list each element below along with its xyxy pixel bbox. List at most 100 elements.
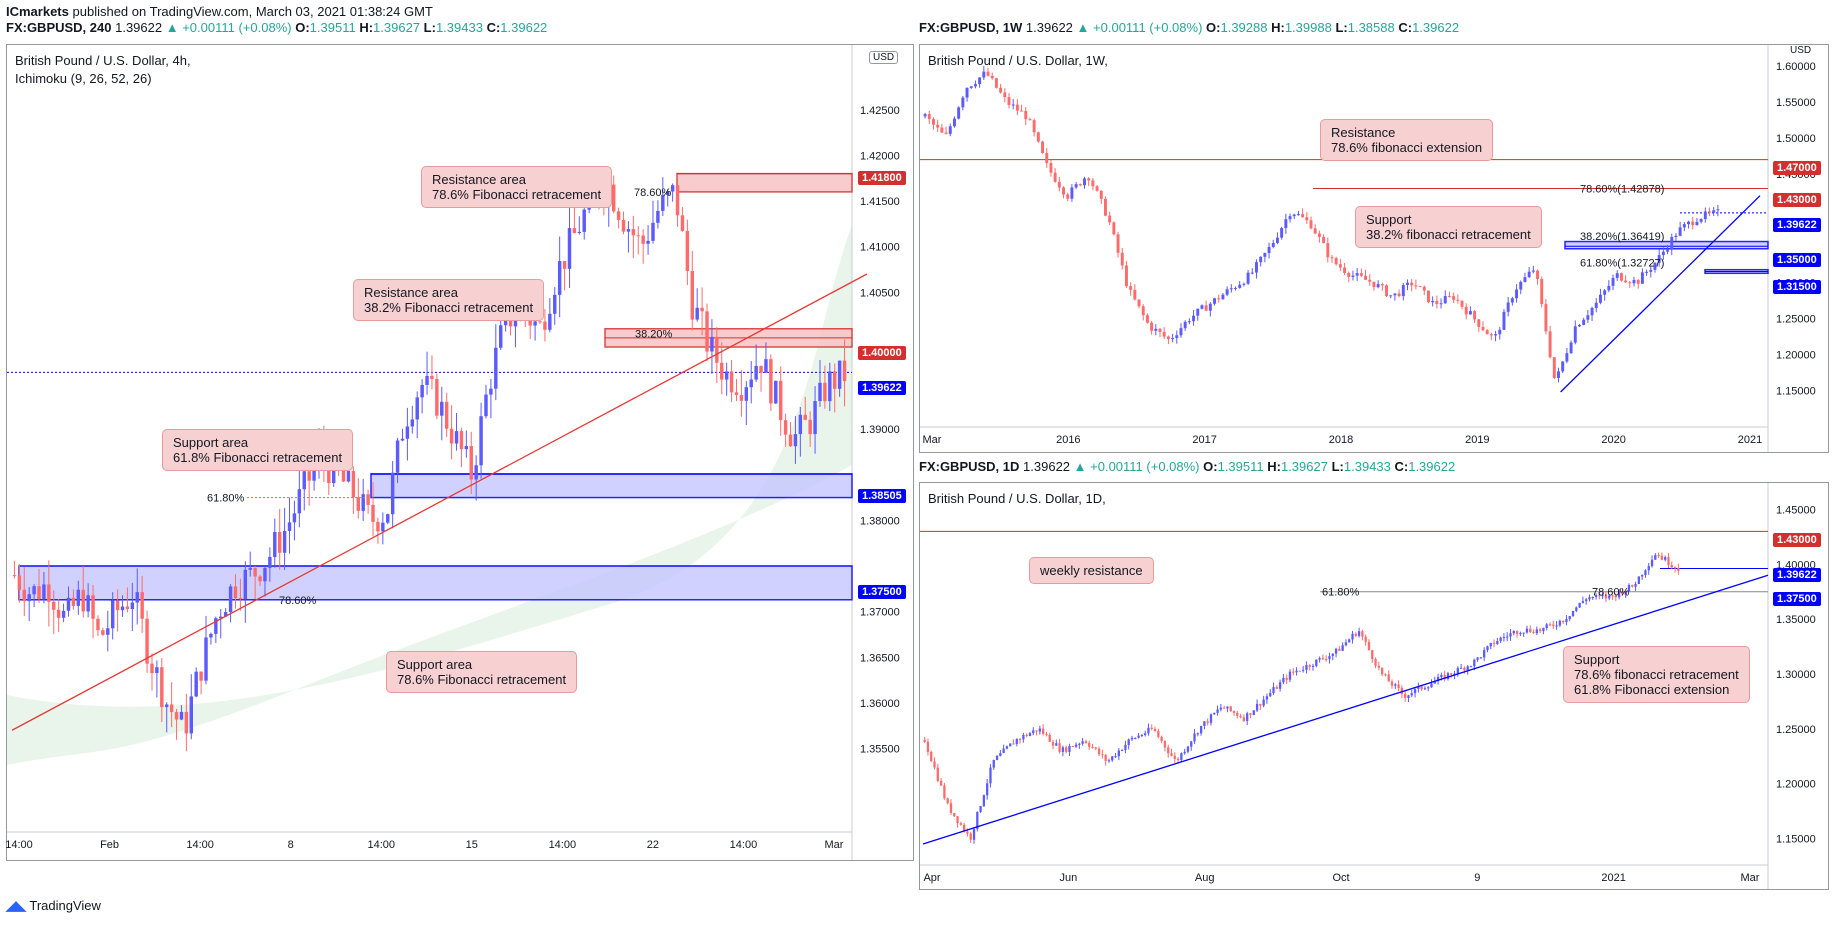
candle-body: [52, 601, 56, 610]
candle-body: [199, 671, 203, 681]
candle-body: [1695, 221, 1699, 225]
fib-label-786: 78.60%(1.42878): [1580, 184, 1664, 196]
candle-body: [1410, 693, 1413, 696]
author-name[interactable]: ICmarkets: [6, 4, 69, 19]
candle-body: [17, 575, 22, 590]
c-label: C:: [1398, 20, 1413, 35]
chart-panel-1w[interactable]: 1.600001.550001.500001.450001.300001.250…: [919, 44, 1829, 453]
callout-line: 78.6% fibonacci extension: [1331, 140, 1483, 155]
candle-body: [1269, 693, 1272, 697]
candle-body: [233, 586, 238, 599]
candle-body: [499, 325, 503, 348]
callout-line: 38.2% Fibonacci retracement: [364, 300, 534, 315]
candle-body: [1326, 243, 1330, 258]
symbol-1w: FX:GBPUSD, 1W: [919, 20, 1023, 35]
indicator-label[interactable]: Ichimoku (9, 26, 52, 26): [15, 71, 152, 86]
close-1w: 1.39622: [1412, 20, 1460, 35]
candle-body: [999, 753, 1002, 756]
candle-body: [978, 77, 982, 85]
x-tick-label: 2021: [1738, 434, 1762, 446]
candle-body: [1621, 591, 1624, 595]
candle-body: [390, 472, 395, 515]
candle-body: [700, 307, 704, 312]
x-tick-label: 14:00: [730, 839, 758, 851]
candle-body: [292, 513, 297, 523]
chart-1d-svg[interactable]: 1.450001.400001.350001.300001.250001.200…: [920, 483, 1828, 889]
candle-body: [1515, 631, 1519, 634]
chart-1w-svg[interactable]: 1.600001.550001.500001.450001.300001.250…: [920, 45, 1828, 452]
tradingview-brand: TradingView: [29, 898, 101, 913]
candle-body: [1456, 668, 1459, 674]
tradingview-logo[interactable]: ◢◣ TradingView: [6, 898, 101, 914]
candle-body: [1594, 595, 1598, 597]
candle-body: [636, 235, 640, 237]
candle-body: [1252, 710, 1255, 715]
candle-body: [1150, 322, 1154, 331]
candle-body: [1394, 684, 1397, 686]
candle-body: [1607, 285, 1611, 291]
candle-body: [1124, 744, 1127, 750]
candle-body: [1423, 688, 1427, 690]
candle-body: [430, 375, 434, 379]
candle-body: [1041, 141, 1045, 154]
candle-body: [1296, 214, 1300, 216]
candle-body: [1328, 656, 1331, 660]
price-tag-143000: 1.43000: [1773, 193, 1821, 207]
candle-body: [788, 434, 793, 447]
candle-body: [1540, 279, 1544, 305]
close-1d: 1.39622: [1408, 459, 1456, 474]
candle-body: [1368, 279, 1372, 282]
candle-body: [1074, 744, 1078, 747]
candle-body: [1117, 750, 1120, 757]
candle-body: [400, 438, 405, 441]
symbol-line-1d: FX:GBPUSD, 1D 1.39622 ▲ +0.00111 (+0.08%…: [919, 459, 1455, 474]
candle-body: [1627, 585, 1631, 592]
candle-body: [936, 124, 940, 128]
candle-body: [209, 633, 213, 638]
candle-body: [1127, 739, 1130, 745]
candle-body: [1232, 711, 1236, 713]
chart-panel-4h[interactable]: 1.42500 1.42000 1.41500 1.41000 1.40500 1.390…: [5, 44, 914, 861]
candle-body: [1321, 658, 1325, 660]
l-label: L:: [423, 20, 436, 35]
candle-body: [1325, 658, 1328, 660]
callout-line: Support: [1574, 652, 1620, 667]
candle-body: [223, 612, 228, 617]
candle-body: [1485, 330, 1489, 335]
y-tick-label: 1.41000: [860, 242, 900, 254]
candle-body: [818, 382, 822, 402]
candle-body: [837, 360, 842, 389]
candle-body: [1401, 285, 1405, 297]
fib-label-618: 61.80%(1.32727): [1580, 258, 1664, 270]
candle-body: [1213, 712, 1216, 715]
candle-body: [1190, 741, 1193, 747]
chart-panel-1d[interactable]: 1.45000 1.40000 1.35000 1.30000 1.25000 1.200…: [919, 482, 1829, 890]
candle-body: [1532, 632, 1535, 634]
x-tick-label: Feb: [100, 839, 119, 851]
candle-body: [376, 521, 380, 532]
candle-body: [101, 630, 105, 635]
o-label: O:: [1203, 459, 1218, 474]
candle-body: [1443, 674, 1446, 680]
candle-body: [1357, 631, 1361, 636]
price-tag-140000: 1.40000: [858, 346, 906, 360]
candle-body: [1585, 599, 1588, 602]
candle-body: [1018, 738, 1022, 740]
candle-body: [1506, 636, 1509, 638]
candle-body: [994, 78, 998, 88]
candle-body: [1095, 186, 1099, 191]
candle-body: [1137, 735, 1140, 738]
candle-body: [479, 416, 483, 466]
price-tag-137500: 1.37500: [858, 585, 906, 599]
candle-body: [1282, 677, 1285, 683]
candle-body: [1450, 673, 1453, 675]
candle-body: [1525, 628, 1529, 633]
currency-label[interactable]: USD: [1790, 45, 1812, 56]
candle-body: [930, 751, 933, 762]
candle-body: [1229, 706, 1232, 712]
candle-body: [675, 185, 680, 216]
candle-body: [646, 240, 650, 244]
c-label: C:: [1394, 459, 1409, 474]
candle-body: [1519, 633, 1522, 635]
currency-label[interactable]: USD: [869, 51, 899, 64]
